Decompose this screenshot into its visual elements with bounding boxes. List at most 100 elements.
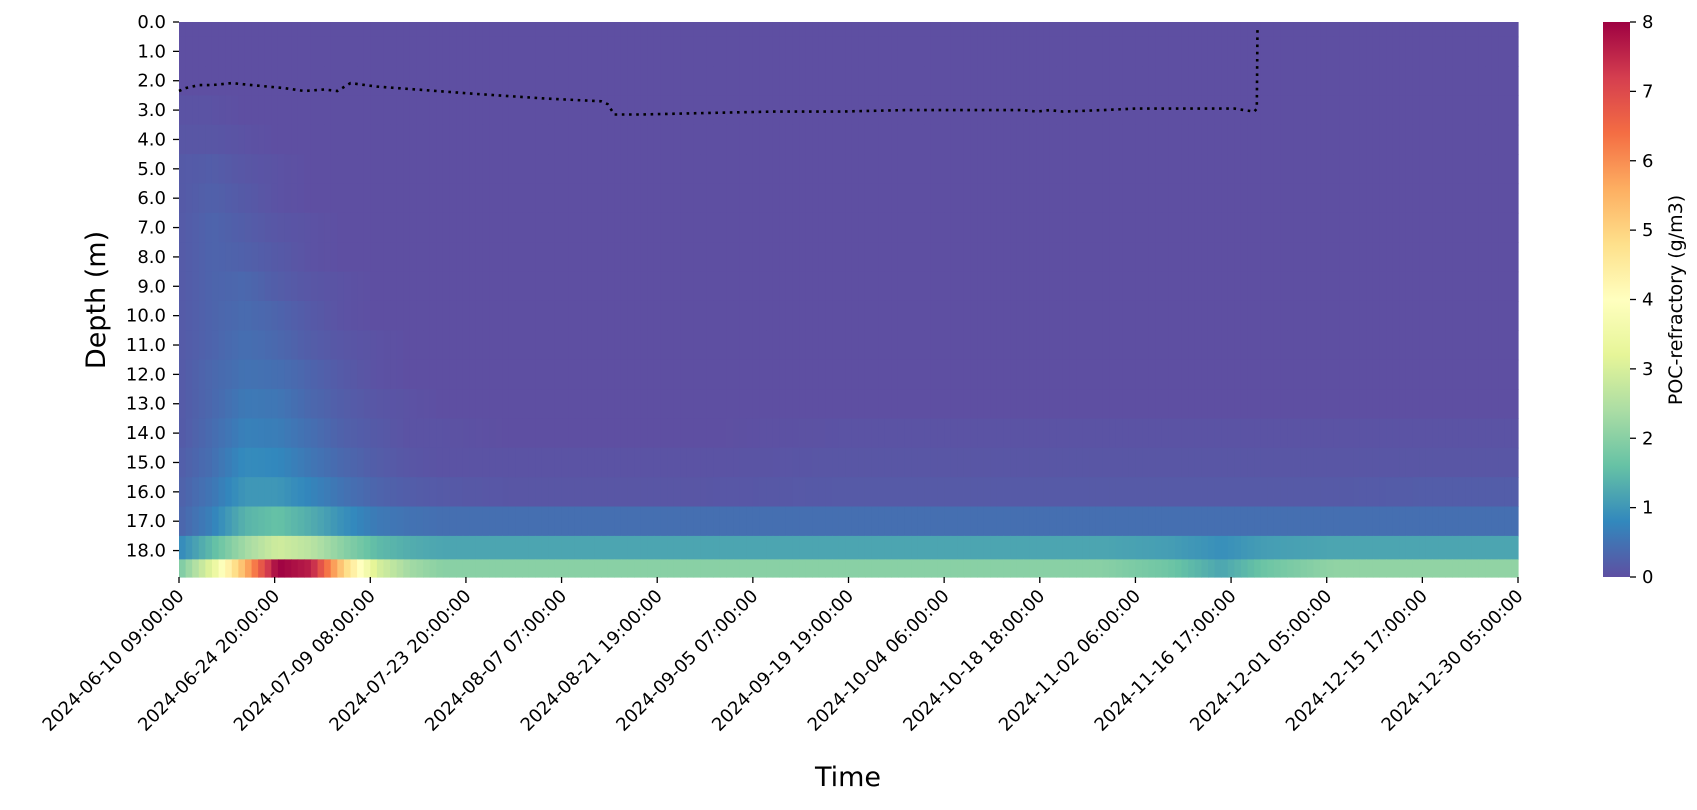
heatmap-cell <box>871 271 879 302</box>
heatmap-cell <box>1175 271 1183 302</box>
heatmap-cell <box>541 359 549 390</box>
heatmap-cell <box>1221 124 1229 155</box>
heatmap-cell <box>1240 359 1249 390</box>
heatmap-cell <box>924 506 932 537</box>
y-axis: 0.01.02.03.04.05.06.07.08.09.010.011.012… <box>126 12 179 562</box>
heatmap-cell <box>271 242 279 273</box>
heatmap-cell <box>686 124 695 155</box>
heatmap-cell <box>1260 242 1268 273</box>
heatmap-cell <box>930 389 939 420</box>
heatmap-cell <box>1095 154 1104 185</box>
heatmap-cell <box>495 154 503 185</box>
heatmap-cell <box>1287 447 1295 478</box>
heatmap-cell <box>1069 330 1077 361</box>
heatmap-cell <box>449 124 457 155</box>
heatmap-cell <box>1095 506 1104 537</box>
heatmap-cell <box>1062 95 1071 126</box>
heatmap-cell <box>310 535 319 560</box>
heatmap-cell <box>1432 242 1440 273</box>
heatmap-cell <box>376 359 385 390</box>
heatmap-cell <box>1419 559 1427 578</box>
heatmap-cell <box>719 559 728 578</box>
heatmap-cell <box>851 66 859 97</box>
heatmap-cell <box>970 447 978 478</box>
heatmap-cell <box>1175 66 1183 97</box>
heatmap-cell <box>442 183 451 214</box>
heatmap-cell <box>871 66 879 97</box>
heatmap-cell <box>1333 447 1341 478</box>
heatmap-cell <box>528 559 536 578</box>
heatmap-cell <box>1227 506 1235 537</box>
heatmap-cell <box>383 447 391 478</box>
heatmap-cell <box>574 300 582 331</box>
heatmap-cell <box>205 36 213 67</box>
heatmap-cell <box>291 418 299 449</box>
heatmap-cell <box>944 535 952 560</box>
heatmap-cell <box>930 242 939 273</box>
heatmap-cell <box>515 242 523 273</box>
heatmap-cell <box>1465 36 1473 67</box>
heatmap-cell <box>1260 183 1268 214</box>
heatmap-cell <box>996 95 1005 126</box>
heatmap-cell <box>1095 66 1104 97</box>
heatmap-cell <box>376 183 385 214</box>
heatmap-cell <box>1168 124 1176 155</box>
heatmap-cell <box>805 124 813 155</box>
heatmap-cell <box>449 330 457 361</box>
heatmap-cell <box>390 330 398 361</box>
heatmap-cell <box>1313 183 1321 214</box>
heatmap-cell <box>535 22 543 38</box>
heatmap-cell <box>851 359 859 390</box>
heatmap-cell <box>337 271 345 302</box>
heatmap-cell <box>924 447 932 478</box>
heatmap-cell <box>950 535 958 560</box>
heatmap-cell <box>1379 389 1387 420</box>
colorbar-label: POC-refractory (g/m3) <box>1665 195 1687 405</box>
heatmap-cell <box>1372 330 1381 361</box>
heatmap-cell <box>1320 95 1328 126</box>
heatmap-cell <box>1227 66 1235 97</box>
heatmap-cell <box>601 447 609 478</box>
heatmap-cell <box>1366 183 1374 214</box>
heatmap-cell <box>1082 22 1090 38</box>
heatmap-cell <box>376 330 385 361</box>
heatmap-cell <box>1280 95 1288 126</box>
heatmap-cell <box>515 535 523 560</box>
heatmap-cell <box>1485 271 1493 302</box>
heatmap-cell <box>1175 22 1183 38</box>
heatmap-cell <box>640 271 648 302</box>
heatmap-cell <box>1102 183 1110 214</box>
heatmap-cell <box>667 22 675 38</box>
heatmap-cell <box>522 183 530 214</box>
heatmap-cell <box>1379 300 1387 331</box>
heatmap-cell <box>317 477 325 508</box>
heatmap-cell <box>627 447 635 478</box>
heatmap-cell <box>1161 271 1170 302</box>
heatmap-cell <box>799 66 807 97</box>
heatmap-cell <box>594 95 602 126</box>
heatmap-cell <box>238 506 246 537</box>
heatmap-cell <box>634 124 642 155</box>
heatmap-cell <box>1095 359 1104 390</box>
heatmap-cell <box>515 559 523 578</box>
heatmap-cell <box>1267 506 1275 537</box>
heatmap-cell <box>1511 477 1519 508</box>
heatmap-cell <box>409 330 418 361</box>
heatmap-cell <box>1234 22 1242 38</box>
heatmap-cell <box>482 242 490 273</box>
heatmap-cell <box>864 36 873 67</box>
heatmap-cell <box>343 477 352 508</box>
heatmap-cell <box>1313 154 1321 185</box>
heatmap-cell <box>1306 330 1315 361</box>
heatmap-cell <box>205 300 213 331</box>
heatmap-cell <box>198 242 206 273</box>
heatmap-cell <box>548 330 556 361</box>
heatmap-cell <box>713 271 721 302</box>
heatmap-cell <box>390 95 398 126</box>
heatmap-cell <box>1287 477 1295 508</box>
heatmap-cell <box>1326 447 1334 478</box>
heatmap-cell <box>1207 506 1216 537</box>
heatmap-cell <box>673 66 681 97</box>
heatmap-cell <box>1326 389 1334 420</box>
heatmap-cell <box>1102 154 1110 185</box>
